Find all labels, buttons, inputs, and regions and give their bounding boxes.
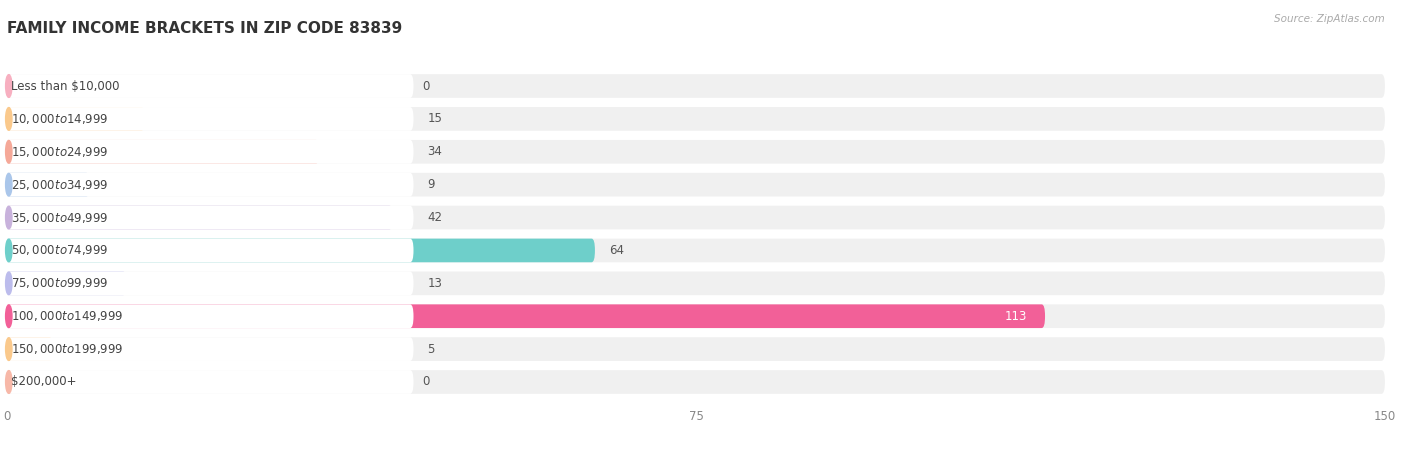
Text: 64: 64 xyxy=(609,244,624,257)
Text: 5: 5 xyxy=(427,342,434,356)
Text: $50,000 to $74,999: $50,000 to $74,999 xyxy=(11,243,108,257)
FancyBboxPatch shape xyxy=(7,107,145,131)
Text: 13: 13 xyxy=(427,277,441,290)
FancyBboxPatch shape xyxy=(7,337,1385,361)
FancyBboxPatch shape xyxy=(7,74,14,98)
Circle shape xyxy=(6,272,11,295)
Text: $25,000 to $34,999: $25,000 to $34,999 xyxy=(11,178,108,192)
FancyBboxPatch shape xyxy=(7,206,1385,230)
FancyBboxPatch shape xyxy=(7,107,1385,131)
Text: $150,000 to $199,999: $150,000 to $199,999 xyxy=(11,342,124,356)
Text: 0: 0 xyxy=(423,80,430,93)
Text: $10,000 to $14,999: $10,000 to $14,999 xyxy=(11,112,108,126)
Text: 34: 34 xyxy=(427,145,441,158)
FancyBboxPatch shape xyxy=(7,337,413,361)
FancyBboxPatch shape xyxy=(7,304,1385,328)
Circle shape xyxy=(6,371,11,393)
FancyBboxPatch shape xyxy=(7,337,53,361)
Text: 42: 42 xyxy=(427,211,443,224)
Text: FAMILY INCOME BRACKETS IN ZIP CODE 83839: FAMILY INCOME BRACKETS IN ZIP CODE 83839 xyxy=(7,21,402,36)
FancyBboxPatch shape xyxy=(7,74,413,98)
Text: 0: 0 xyxy=(423,375,430,388)
FancyBboxPatch shape xyxy=(7,140,1385,164)
Text: 113: 113 xyxy=(1004,310,1026,323)
Circle shape xyxy=(6,305,11,328)
FancyBboxPatch shape xyxy=(7,206,413,230)
FancyBboxPatch shape xyxy=(7,140,319,164)
FancyBboxPatch shape xyxy=(7,107,413,131)
FancyBboxPatch shape xyxy=(7,271,1385,295)
Text: $35,000 to $49,999: $35,000 to $49,999 xyxy=(11,211,108,225)
Text: Source: ZipAtlas.com: Source: ZipAtlas.com xyxy=(1274,14,1385,23)
Text: 15: 15 xyxy=(427,112,441,126)
Text: Less than $10,000: Less than $10,000 xyxy=(11,80,120,93)
FancyBboxPatch shape xyxy=(7,74,1385,98)
FancyBboxPatch shape xyxy=(7,238,595,262)
Circle shape xyxy=(6,206,11,229)
Text: 9: 9 xyxy=(427,178,434,191)
FancyBboxPatch shape xyxy=(7,206,392,230)
FancyBboxPatch shape xyxy=(7,271,413,295)
FancyBboxPatch shape xyxy=(7,173,1385,197)
Circle shape xyxy=(6,338,11,360)
FancyBboxPatch shape xyxy=(7,173,413,197)
FancyBboxPatch shape xyxy=(7,370,413,394)
Text: $100,000 to $149,999: $100,000 to $149,999 xyxy=(11,309,124,323)
Text: $200,000+: $200,000+ xyxy=(11,375,77,388)
Circle shape xyxy=(6,239,11,262)
FancyBboxPatch shape xyxy=(7,173,90,197)
FancyBboxPatch shape xyxy=(7,370,1385,394)
Circle shape xyxy=(6,75,11,97)
Text: $75,000 to $99,999: $75,000 to $99,999 xyxy=(11,276,108,290)
FancyBboxPatch shape xyxy=(7,271,127,295)
FancyBboxPatch shape xyxy=(7,304,413,328)
Circle shape xyxy=(6,173,11,196)
FancyBboxPatch shape xyxy=(7,304,1045,328)
Circle shape xyxy=(6,140,11,163)
FancyBboxPatch shape xyxy=(7,238,413,262)
FancyBboxPatch shape xyxy=(7,140,413,164)
FancyBboxPatch shape xyxy=(7,370,14,394)
Circle shape xyxy=(6,108,11,130)
Text: $15,000 to $24,999: $15,000 to $24,999 xyxy=(11,145,108,159)
FancyBboxPatch shape xyxy=(7,238,1385,262)
